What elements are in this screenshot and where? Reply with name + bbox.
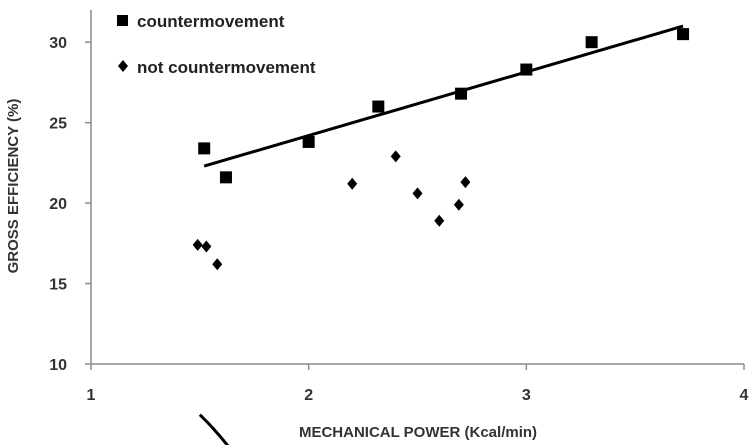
y-tick-label: 30 (49, 35, 67, 52)
point-not-countermovement (412, 187, 423, 200)
point-not-countermovement (212, 258, 223, 271)
point-not-countermovement (390, 150, 401, 163)
point-countermovement (585, 36, 598, 49)
legend: countermovement not countermovement (117, 12, 316, 77)
y-tick-label: 20 (49, 196, 67, 213)
y-tick-label: 10 (49, 357, 67, 374)
y-tick-label: 15 (49, 277, 67, 294)
point-countermovement (302, 135, 315, 148)
trendlines (198, 24, 684, 445)
legend-marker-countermovement (117, 15, 128, 26)
point-countermovement (455, 87, 468, 100)
point-countermovement (219, 171, 232, 184)
point-countermovement (372, 100, 385, 113)
x-tick-label: 3 (522, 387, 531, 404)
point-not-countermovement (460, 176, 471, 189)
y-tick-label: 25 (49, 116, 67, 133)
point-not-countermovement (201, 240, 212, 253)
trendline-countermovement (203, 24, 684, 168)
x-tick-label: 2 (304, 387, 313, 404)
tick-labels: 10 15 20 25 30 1 2 3 4 (49, 35, 748, 404)
legend-label-not-countermovement: not countermovement (137, 58, 316, 77)
axes (85, 10, 745, 370)
y-axis-title: GROSS EFFICIENCY (%) (5, 99, 22, 274)
x-tick-label: 1 (87, 387, 96, 404)
point-not-countermovement (434, 214, 445, 227)
point-countermovement (198, 142, 211, 155)
point-countermovement (677, 28, 690, 41)
point-not-countermovement (192, 238, 203, 251)
legend-marker-not-countermovement (118, 60, 128, 72)
legend-label-countermovement: countermovement (137, 12, 285, 31)
data-points (192, 28, 690, 271)
point-countermovement (520, 63, 533, 76)
x-axis-title: MECHANICAL POWER (Kcal/min) (299, 424, 537, 441)
point-not-countermovement (347, 177, 358, 190)
x-tick-label: 4 (740, 387, 749, 404)
point-not-countermovement (453, 198, 464, 211)
